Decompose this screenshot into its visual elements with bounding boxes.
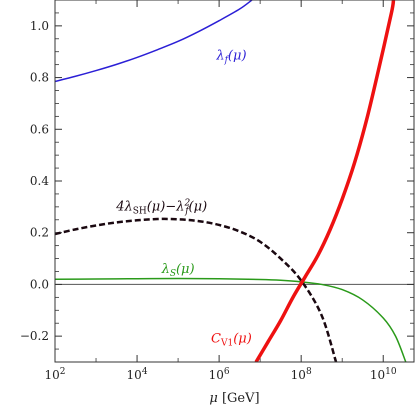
series-label-0: λf(μ) xyxy=(215,48,246,65)
series-line-2 xyxy=(55,277,407,362)
y-tick-label: −0.2 xyxy=(20,329,49,343)
y-tick-label: 0.6 xyxy=(30,122,49,136)
x-tick-label: 106 xyxy=(209,367,230,382)
x-tick-label: 108 xyxy=(291,367,312,382)
y-tick-label: 0.2 xyxy=(30,226,49,240)
series-line-0 xyxy=(55,0,253,83)
y-tick-label: 0.4 xyxy=(30,174,49,188)
series-label-2: λS(μ) xyxy=(161,262,195,279)
x-axis-label: μ [GeV] xyxy=(209,391,259,406)
series-layer xyxy=(55,0,407,362)
series-line-3 xyxy=(254,0,396,362)
x-tick-label: 102 xyxy=(44,367,65,382)
y-tick-label: 1.0 xyxy=(30,19,49,33)
series-label-1: 4λSH(μ)−λ2 f(μ) xyxy=(115,199,207,217)
x-tick-label: 104 xyxy=(127,367,148,382)
y-tick-label: 0.8 xyxy=(30,71,49,85)
axes-layer: 1.0 0.8 0.6 0.4 0.2 0.0 −0.2 102 104 106 108 1010 xyxy=(20,0,414,382)
series-line-1 xyxy=(55,217,338,362)
x-tick-label: 1010 xyxy=(370,367,397,382)
plot-frame xyxy=(54,0,415,363)
curve-label-layer: λf(μ) 4λSH(μ)−λ2 f(μ) λS(μ) CV1(μ) xyxy=(115,48,252,348)
y-tick-label: 0.0 xyxy=(30,277,49,291)
series-label-3: CV1(μ) xyxy=(211,332,252,349)
